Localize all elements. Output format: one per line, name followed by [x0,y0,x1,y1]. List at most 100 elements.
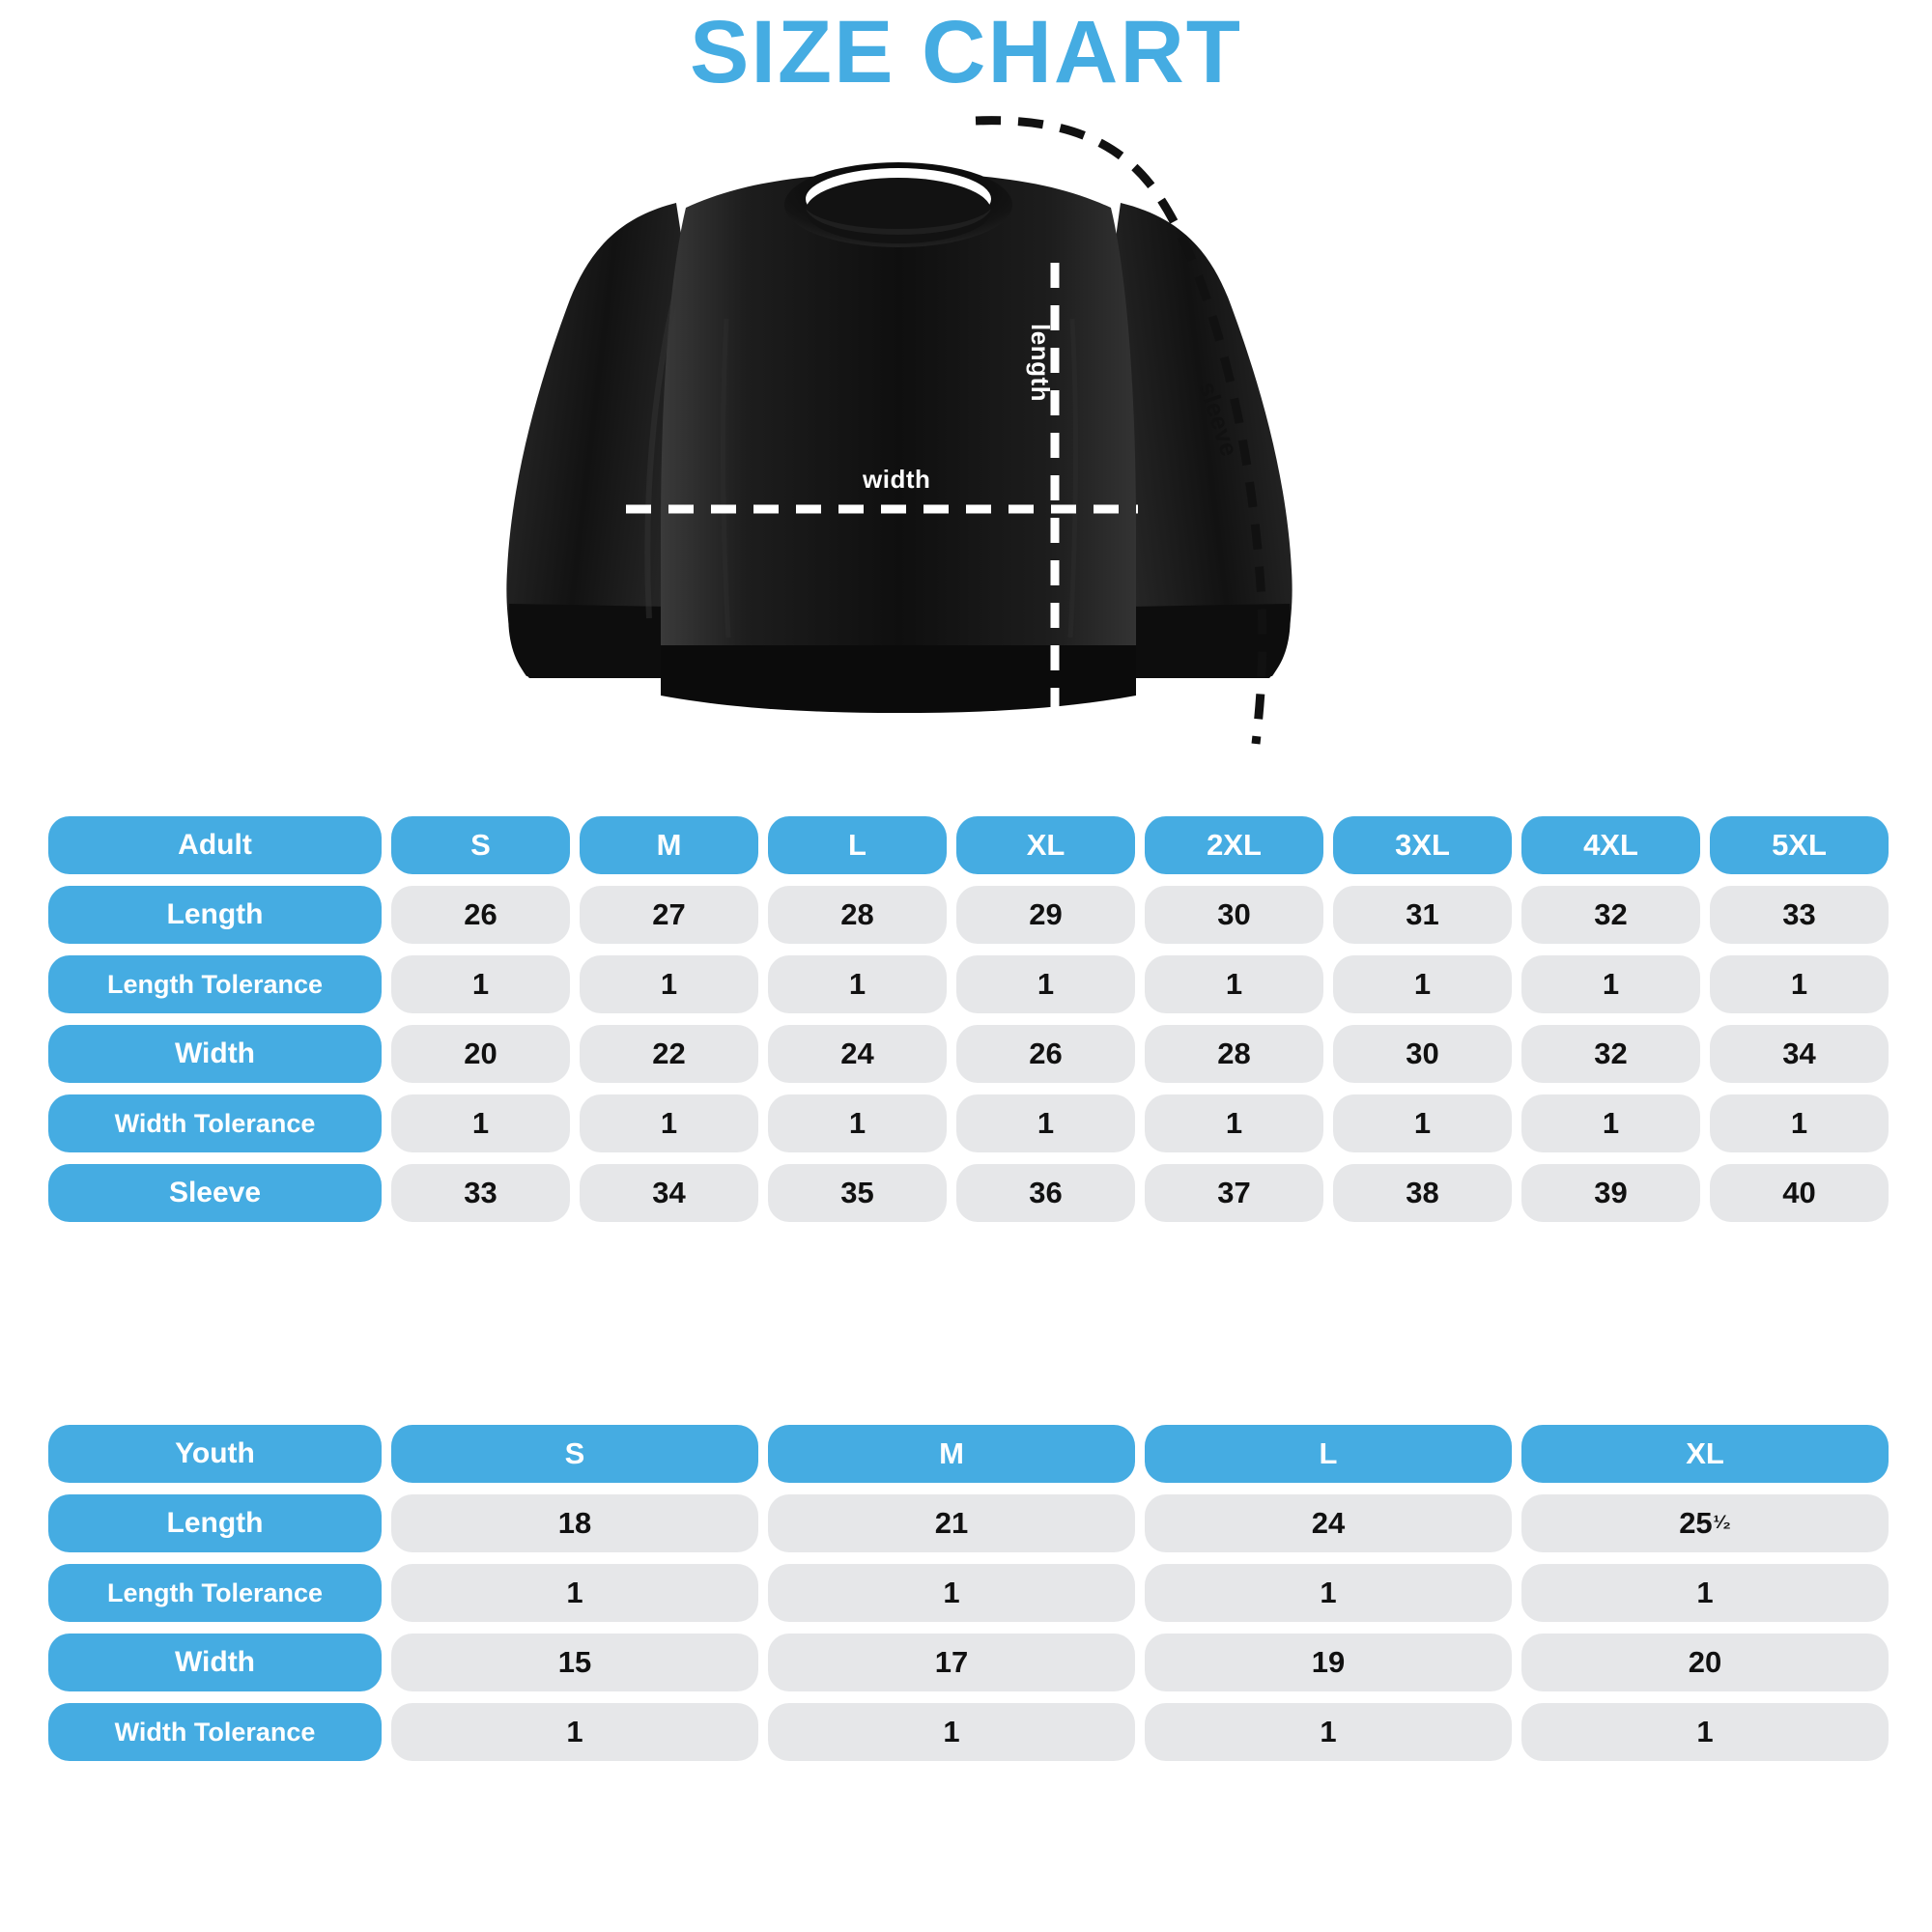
cell-length-tol-xl: 1 [956,955,1135,1013]
table-row: Length 26 27 28 29 30 31 32 33 [48,886,1889,944]
youth-cell-width-tol-xl: 1 [1521,1703,1889,1761]
cell-width-tol-xl: 1 [956,1094,1135,1152]
youth-row-label-length-tolerance: Length Tolerance [48,1564,382,1622]
cell-width-tol-5xl: 1 [1710,1094,1889,1152]
page-title: SIZE CHART [690,3,1242,101]
table-row: Width 20 22 24 26 28 30 32 34 [48,1025,1889,1083]
left-cuff [508,604,668,678]
bottom-hem [661,645,1136,713]
youth-cell-width-tol-s: 1 [391,1703,758,1761]
cell-length-tol-m: 1 [580,955,758,1013]
youth-column-header-l: L [1145,1425,1512,1483]
cell-length-s: 26 [391,886,570,944]
cell-length-4xl: 32 [1521,886,1700,944]
youth-row-label-width: Width [48,1634,382,1691]
youth-column-header-m: M [768,1425,1135,1483]
table-row: Length Tolerance 1 1 1 1 1 1 1 1 [48,955,1889,1013]
youth-cell-length-l: 24 [1145,1494,1512,1552]
cell-width-tol-3xl: 1 [1333,1094,1512,1152]
length-measure-label: length [1026,324,1055,402]
cell-sleeve-2xl: 37 [1145,1164,1323,1222]
table-row: Sleeve 33 34 35 36 37 38 39 40 [48,1164,1889,1222]
cell-sleeve-4xl: 39 [1521,1164,1700,1222]
cell-length-m: 27 [580,886,758,944]
garment-illustration: width length sleeve [0,116,1932,792]
cell-sleeve-5xl: 40 [1710,1164,1889,1222]
cell-sleeve-xl: 36 [956,1164,1135,1222]
cell-width-xl: 26 [956,1025,1135,1083]
youth-cell-width-m: 17 [768,1634,1135,1691]
width-measure-label: width [863,465,931,494]
cell-width-3xl: 30 [1333,1025,1512,1083]
cell-width-5xl: 34 [1710,1025,1889,1083]
sleeve-guide-line [975,116,1267,745]
table-header-row: Youth S M L XL [48,1425,1889,1483]
youth-cell-length-tol-l: 1 [1145,1564,1512,1622]
youth-cell-width-tol-l: 1 [1145,1703,1512,1761]
row-label-width: Width [48,1025,382,1083]
fold-line-armhole-left [644,289,679,619]
cell-length-2xl: 30 [1145,886,1323,944]
youth-column-header-s: S [391,1425,758,1483]
youth-column-header-xl: XL [1521,1425,1889,1483]
column-header-l: L [768,816,947,874]
row-label-length-tolerance: Length Tolerance [48,955,382,1013]
collar-rib [806,209,991,235]
cell-length-tol-l: 1 [768,955,947,1013]
youth-cell-length-tol-xl: 1 [1521,1564,1889,1622]
cell-sleeve-3xl: 38 [1333,1164,1512,1222]
row-label-width-tolerance: Width Tolerance [48,1094,382,1152]
youth-cell-length-tol-m: 1 [768,1564,1135,1622]
cell-length-tol-2xl: 1 [1145,955,1323,1013]
cell-sleeve-l: 35 [768,1164,947,1222]
sweatshirt-graphic [506,116,1293,753]
column-header-5xl: 5XL [1710,816,1889,874]
cell-length-3xl: 31 [1333,886,1512,944]
youth-cell-length-xl: 25 ¹⁄₂ [1521,1494,1889,1552]
cell-width-l: 24 [768,1025,947,1083]
cell-width-4xl: 32 [1521,1025,1700,1083]
cell-width-tol-l: 1 [768,1094,947,1152]
youth-row-label-length: Length [48,1494,382,1552]
table-row: Length Tolerance 1 1 1 1 [48,1564,1889,1622]
column-header-3xl: 3XL [1333,816,1512,874]
youth-header-label: Youth [48,1425,382,1483]
youth-cell-width-l: 19 [1145,1634,1512,1691]
cell-width-tol-2xl: 1 [1145,1094,1323,1152]
youth-cell-length-s: 18 [391,1494,758,1552]
cell-length-tol-3xl: 1 [1333,955,1512,1013]
table-header-row: Adult S M L XL 2XL 3XL 4XL 5XL [48,816,1889,874]
column-header-xl: XL [956,816,1135,874]
youth-cell-length-tol-s: 1 [391,1564,758,1622]
fold-line-right [1067,318,1079,639]
right-cuff [1130,604,1291,678]
cell-length-xl: 29 [956,886,1135,944]
cell-width-tol-s: 1 [391,1094,570,1152]
garment-body [661,172,1136,652]
adult-size-table: Adult S M L XL 2XL 3XL 4XL 5XL Length 26… [48,816,1889,1234]
cell-length-tol-4xl: 1 [1521,955,1700,1013]
cell-sleeve-m: 34 [580,1164,758,1222]
cell-width-m: 22 [580,1025,758,1083]
column-header-m: M [580,816,758,874]
cell-width-tol-4xl: 1 [1521,1094,1700,1152]
youth-cell-length-m: 21 [768,1494,1135,1552]
youth-cell-width-s: 15 [391,1634,758,1691]
table-row: Width 15 17 19 20 [48,1634,1889,1691]
row-label-length: Length [48,886,382,944]
cell-sleeve-s: 33 [391,1164,570,1222]
cell-width-tol-m: 1 [580,1094,758,1152]
row-label-sleeve: Sleeve [48,1164,382,1222]
cell-width-s: 20 [391,1025,570,1083]
fold-line-left [720,318,731,639]
youth-size-table: Youth S M L XL Length 18 21 24 25 ¹⁄₂ Len… [48,1425,1889,1773]
column-header-s: S [391,816,570,874]
table-row: Length 18 21 24 25 ¹⁄₂ [48,1494,1889,1552]
youth-cell-width-xl: 20 [1521,1634,1889,1691]
right-sleeve [1103,203,1293,676]
cell-length-5xl: 33 [1710,886,1889,944]
table-row: Width Tolerance 1 1 1 1 [48,1703,1889,1761]
column-header-2xl: 2XL [1145,816,1323,874]
table-row: Width Tolerance 1 1 1 1 1 1 1 1 [48,1094,1889,1152]
